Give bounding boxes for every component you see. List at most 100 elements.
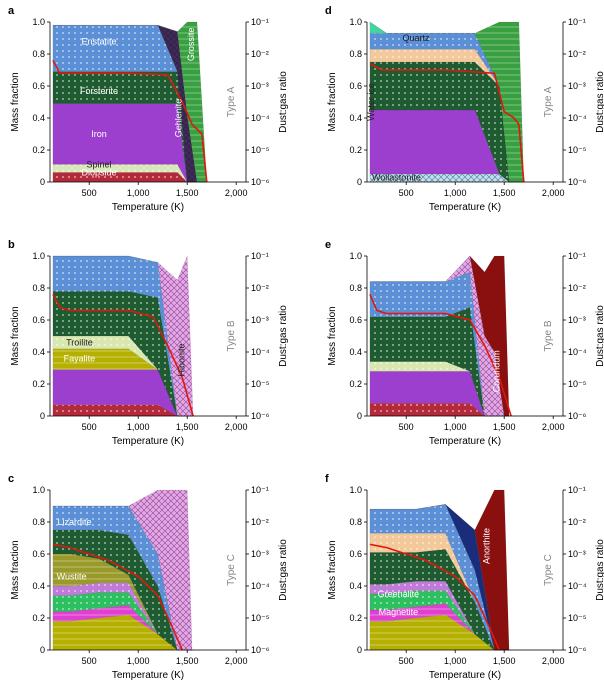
y-tick-label: 1.0 <box>349 17 362 27</box>
y2-axis-title: Dust:gas ratio <box>278 539 289 601</box>
x-tick-label: 2,000 <box>225 188 248 198</box>
y2-tick-label: 10⁻³ <box>568 549 586 559</box>
x-tick-label: 1,500 <box>176 422 199 432</box>
y2-tick-label: 10⁻⁶ <box>251 411 270 421</box>
area-texture-enstatite <box>369 504 510 650</box>
x-axis-title: Temperature (K) <box>429 202 501 213</box>
area-texture-fayalite <box>52 348 194 416</box>
dust-gas-ratio-line <box>52 543 184 651</box>
area-texture-wustite <box>369 581 510 650</box>
area-texture-spinel <box>52 164 207 182</box>
area-texture-greenalite <box>369 590 510 650</box>
area-texture-quartz <box>369 533 510 650</box>
y2-axis-title: Dust:gas ratio <box>595 71 604 133</box>
x-tick-label: 500 <box>82 188 97 198</box>
y-tick-label: 1.0 <box>32 17 45 27</box>
y-tick-label: 0 <box>40 411 45 421</box>
area-texture-troilite <box>52 336 194 416</box>
panel-b: b 500 1,000 1,500 2,000 0 0.2 0.4 0.6 0.8 1.0 10⁻⁶ 1… <box>8 239 289 447</box>
type-label: Type A <box>226 86 237 117</box>
phase-label-forsterite: Forsterite <box>80 86 118 96</box>
phase-label-wustite: Wustite <box>57 572 87 582</box>
x-tick-label: 1,500 <box>493 422 516 432</box>
y2-tick-label: 10⁻¹ <box>568 17 586 27</box>
y-tick-label: 1.0 <box>349 485 362 495</box>
phase-label-iron: Iron <box>91 129 107 139</box>
area-texture-hibonite <box>52 256 194 416</box>
type-label: Type B <box>543 320 554 351</box>
x-tick-label: 500 <box>399 422 414 432</box>
area-texture-forsterite <box>369 549 510 650</box>
x-tick-label: 1,000 <box>444 422 467 432</box>
y-tick-label: 0.4 <box>349 113 362 123</box>
phase-label-enstatite: Enstatite <box>81 36 116 46</box>
x-tick-label: 1,500 <box>176 188 199 198</box>
y2-tick-label: 10⁻⁶ <box>251 645 270 655</box>
area-texture-forsterite <box>369 307 510 416</box>
phase-label-spinel: Spinel <box>86 160 111 170</box>
x-tick-label: 2,000 <box>542 656 565 666</box>
x-tick-label: 1,000 <box>444 656 467 666</box>
y-axis-title: Mass fraction <box>327 306 338 365</box>
y-tick-label: 0.6 <box>32 315 45 325</box>
panel-f: f 500 1,000 1,500 2,000 0 0.2 0.4 0.6 0.8 1.0 10⁻⁶ 1… <box>325 473 604 681</box>
y-tick-label: 0.8 <box>32 283 45 293</box>
x-tick-label: 2,000 <box>225 422 248 432</box>
area-texture-gehlenite <box>52 25 207 183</box>
dust-gas-ratio-line <box>52 60 208 183</box>
phase-label-diopside: Diopside <box>81 168 116 178</box>
y2-axis-title: Dust:gas ratio <box>595 305 604 367</box>
area-texture-fayalite <box>369 614 510 650</box>
y-tick-label: 0.4 <box>32 113 45 123</box>
y-tick-label: 0.6 <box>349 549 362 559</box>
y-axis-title: Mass fraction <box>10 72 21 131</box>
phase-label-corundum: Corundum <box>491 350 501 392</box>
area-texture-forsterite <box>52 291 194 416</box>
y-tick-label: 0.2 <box>32 613 45 623</box>
x-tick-label: 500 <box>399 656 414 666</box>
x-tick-label: 1,500 <box>493 656 516 666</box>
y-tick-label: 0.6 <box>349 315 362 325</box>
y-tick-label: 0.6 <box>32 549 45 559</box>
panel-letter: f <box>325 473 329 485</box>
y2-tick-label: 10⁻² <box>251 517 269 527</box>
phase-label-magnetite: Magnetite <box>379 607 419 617</box>
type-label: Type C <box>543 554 554 586</box>
y-tick-label: 0.8 <box>32 517 45 527</box>
y2-axis-title: Dust:gas ratio <box>595 539 604 601</box>
area-texture-forsterite <box>369 62 524 182</box>
y-tick-label: 0.6 <box>349 81 362 91</box>
x-axis-title: Temperature (K) <box>112 670 184 681</box>
y2-tick-label: 10⁻¹ <box>251 485 269 495</box>
x-tick-label: 500 <box>399 188 414 198</box>
y-tick-label: 0.2 <box>349 379 362 389</box>
y-tick-label: 0 <box>40 645 45 655</box>
y2-tick-label: 10⁻⁴ <box>568 581 587 591</box>
y2-tick-label: 10⁻⁵ <box>251 145 270 155</box>
x-tick-label: 500 <box>82 656 97 666</box>
x-tick-label: 1,000 <box>127 422 150 432</box>
y2-tick-label: 10⁻⁴ <box>568 347 587 357</box>
y-tick-label: 0.4 <box>32 581 45 591</box>
x-tick-label: 1,000 <box>127 656 150 666</box>
y2-tick-label: 10⁻⁵ <box>568 145 587 155</box>
phase-label-greenalite: Greenalite <box>378 589 420 599</box>
y2-tick-label: 10⁻⁶ <box>568 177 587 187</box>
y-tick-label: 0.4 <box>32 347 45 357</box>
x-tick-label: 500 <box>82 422 97 432</box>
phase-label-troilite: Troilite <box>66 338 93 348</box>
panel-letter: d <box>325 5 332 17</box>
y2-tick-label: 10⁻³ <box>251 315 269 325</box>
y2-tick-label: 10⁻³ <box>251 81 269 91</box>
y-tick-label: 0.2 <box>349 613 362 623</box>
phase-label-grossite: Grossite <box>186 28 196 62</box>
y2-tick-label: 10⁻² <box>251 283 269 293</box>
panel-letter: b <box>8 239 15 251</box>
dust-gas-ratio-line <box>369 62 525 183</box>
y2-tick-label: 10⁻² <box>251 49 269 59</box>
y2-axis-title: Dust:gas ratio <box>278 305 289 367</box>
panel-letter: a <box>8 5 15 17</box>
area-texture-magnetite <box>369 603 510 650</box>
area-texture-enstatite <box>52 256 194 416</box>
